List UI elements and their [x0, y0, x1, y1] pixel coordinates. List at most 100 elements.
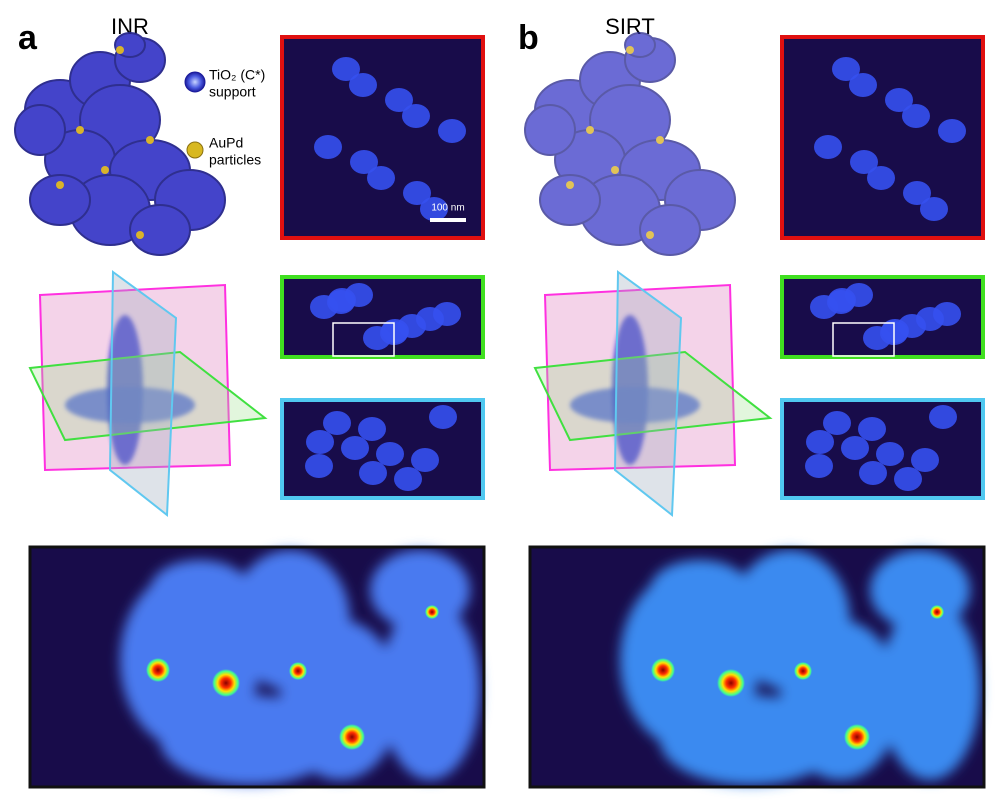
- slice-blob: [350, 150, 378, 174]
- zoom-panel: [28, 545, 486, 789]
- slice-blob: [306, 430, 334, 454]
- slice-yz: [780, 398, 985, 500]
- aupd-particle: [56, 181, 64, 189]
- hot-spot: [289, 662, 307, 680]
- slice-blob: [305, 454, 333, 478]
- aupd-particle: [101, 166, 109, 174]
- panel-label: b: [518, 19, 539, 57]
- aupd-particle: [76, 126, 84, 134]
- hot-spot: [930, 605, 944, 619]
- legend-swatch-tio2: [184, 71, 206, 93]
- slice-blob: [850, 150, 878, 174]
- tio2-blob: [14, 104, 66, 156]
- slice-blob: [429, 405, 457, 429]
- aupd-particle: [136, 231, 144, 239]
- slice-blob: [420, 197, 448, 221]
- tio2-blob: [524, 104, 576, 156]
- slice-blob: [823, 411, 851, 435]
- xy-plane: [28, 350, 268, 442]
- slice-blob: [381, 319, 409, 343]
- slice-blob: [332, 57, 360, 81]
- legend-swatch-aupd: [186, 141, 204, 159]
- tio2-blob: [29, 174, 91, 226]
- aupd-particle: [646, 231, 654, 239]
- slice-blob: [328, 288, 356, 312]
- slice-blob: [916, 307, 944, 331]
- hot-spot: [651, 658, 675, 682]
- legend-label: TiO₂ (C*): [209, 67, 265, 83]
- slice-blob: [341, 436, 369, 460]
- xy-plane: [533, 350, 773, 442]
- tio2-blob: [129, 204, 191, 256]
- slice-blob: [359, 461, 387, 485]
- zoom-blob: [160, 695, 340, 785]
- hot-spot: [844, 724, 870, 750]
- slice-xy: [280, 35, 485, 240]
- slice-blob: [394, 467, 422, 491]
- slice-blob: [438, 119, 466, 143]
- zoom-blob: [370, 550, 470, 630]
- slice-blob: [858, 417, 886, 441]
- legend-sublabel: particles: [209, 152, 261, 168]
- slice-blob: [859, 461, 887, 485]
- yz-plane: [613, 270, 683, 517]
- slice-blob: [376, 442, 404, 466]
- render-3d: [524, 32, 736, 256]
- aupd-particle: [656, 136, 664, 144]
- slice-blob: [416, 307, 444, 331]
- slice-blob: [841, 436, 869, 460]
- slice-blob: [832, 57, 860, 81]
- slice-blob: [911, 448, 939, 472]
- slice-blob: [367, 166, 395, 190]
- panel: a INR: [14, 14, 486, 789]
- hot-spot: [794, 662, 812, 680]
- hot-spot: [425, 605, 439, 619]
- slice-blob: [920, 197, 948, 221]
- zoom-blob: [150, 560, 250, 620]
- slice-blob: [881, 319, 909, 343]
- slice-blob: [402, 104, 430, 128]
- zoom-blob: [650, 560, 750, 620]
- slice-blob: [828, 288, 856, 312]
- slice-blob: [349, 73, 377, 97]
- slice-blob: [814, 135, 842, 159]
- slice-blob: [876, 442, 904, 466]
- zoom-frame: [528, 545, 986, 789]
- slice-blob: [806, 430, 834, 454]
- slice-blob: [358, 417, 386, 441]
- zoom-blobs: [120, 550, 480, 785]
- slice-blob: [314, 135, 342, 159]
- aupd-particle: [146, 136, 154, 144]
- slice-yz: [280, 398, 485, 500]
- slice-blob: [403, 181, 431, 205]
- slice-blob: [411, 448, 439, 472]
- tio2-blob: [639, 204, 701, 256]
- zoom-panel: [528, 545, 986, 789]
- slice-blob: [323, 411, 351, 435]
- hot-spot: [717, 669, 745, 697]
- aupd-particle: [566, 181, 574, 189]
- slice-blob: [894, 467, 922, 491]
- slice-blob: [385, 88, 413, 112]
- zoom-blob: [380, 600, 480, 780]
- slice-blob: [903, 181, 931, 205]
- slice-blob: [929, 405, 957, 429]
- hot-spot: [146, 658, 170, 682]
- legend-sublabel: support: [209, 84, 256, 100]
- slice-xz: [780, 275, 985, 359]
- scale-bar-label: 100 nm: [431, 203, 464, 214]
- panel: b SIRT: [518, 14, 986, 789]
- aupd-particle: [611, 166, 619, 174]
- slice-blob: [885, 88, 913, 112]
- legend-label: AuPd: [209, 135, 243, 151]
- scale-bar: [430, 218, 466, 222]
- tio2-blob: [539, 174, 601, 226]
- zoom-blob: [870, 550, 970, 630]
- zoom-blob: [880, 600, 980, 780]
- slice-volume: [65, 387, 195, 423]
- render-3d: [14, 32, 226, 256]
- aupd-particle: [586, 126, 594, 134]
- zoom-frame: [28, 545, 486, 789]
- aupd-particle: [626, 46, 634, 54]
